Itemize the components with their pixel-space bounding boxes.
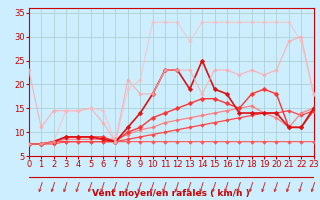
X-axis label: Vent moyen/en rafales ( km/h ): Vent moyen/en rafales ( km/h ) xyxy=(92,189,250,198)
